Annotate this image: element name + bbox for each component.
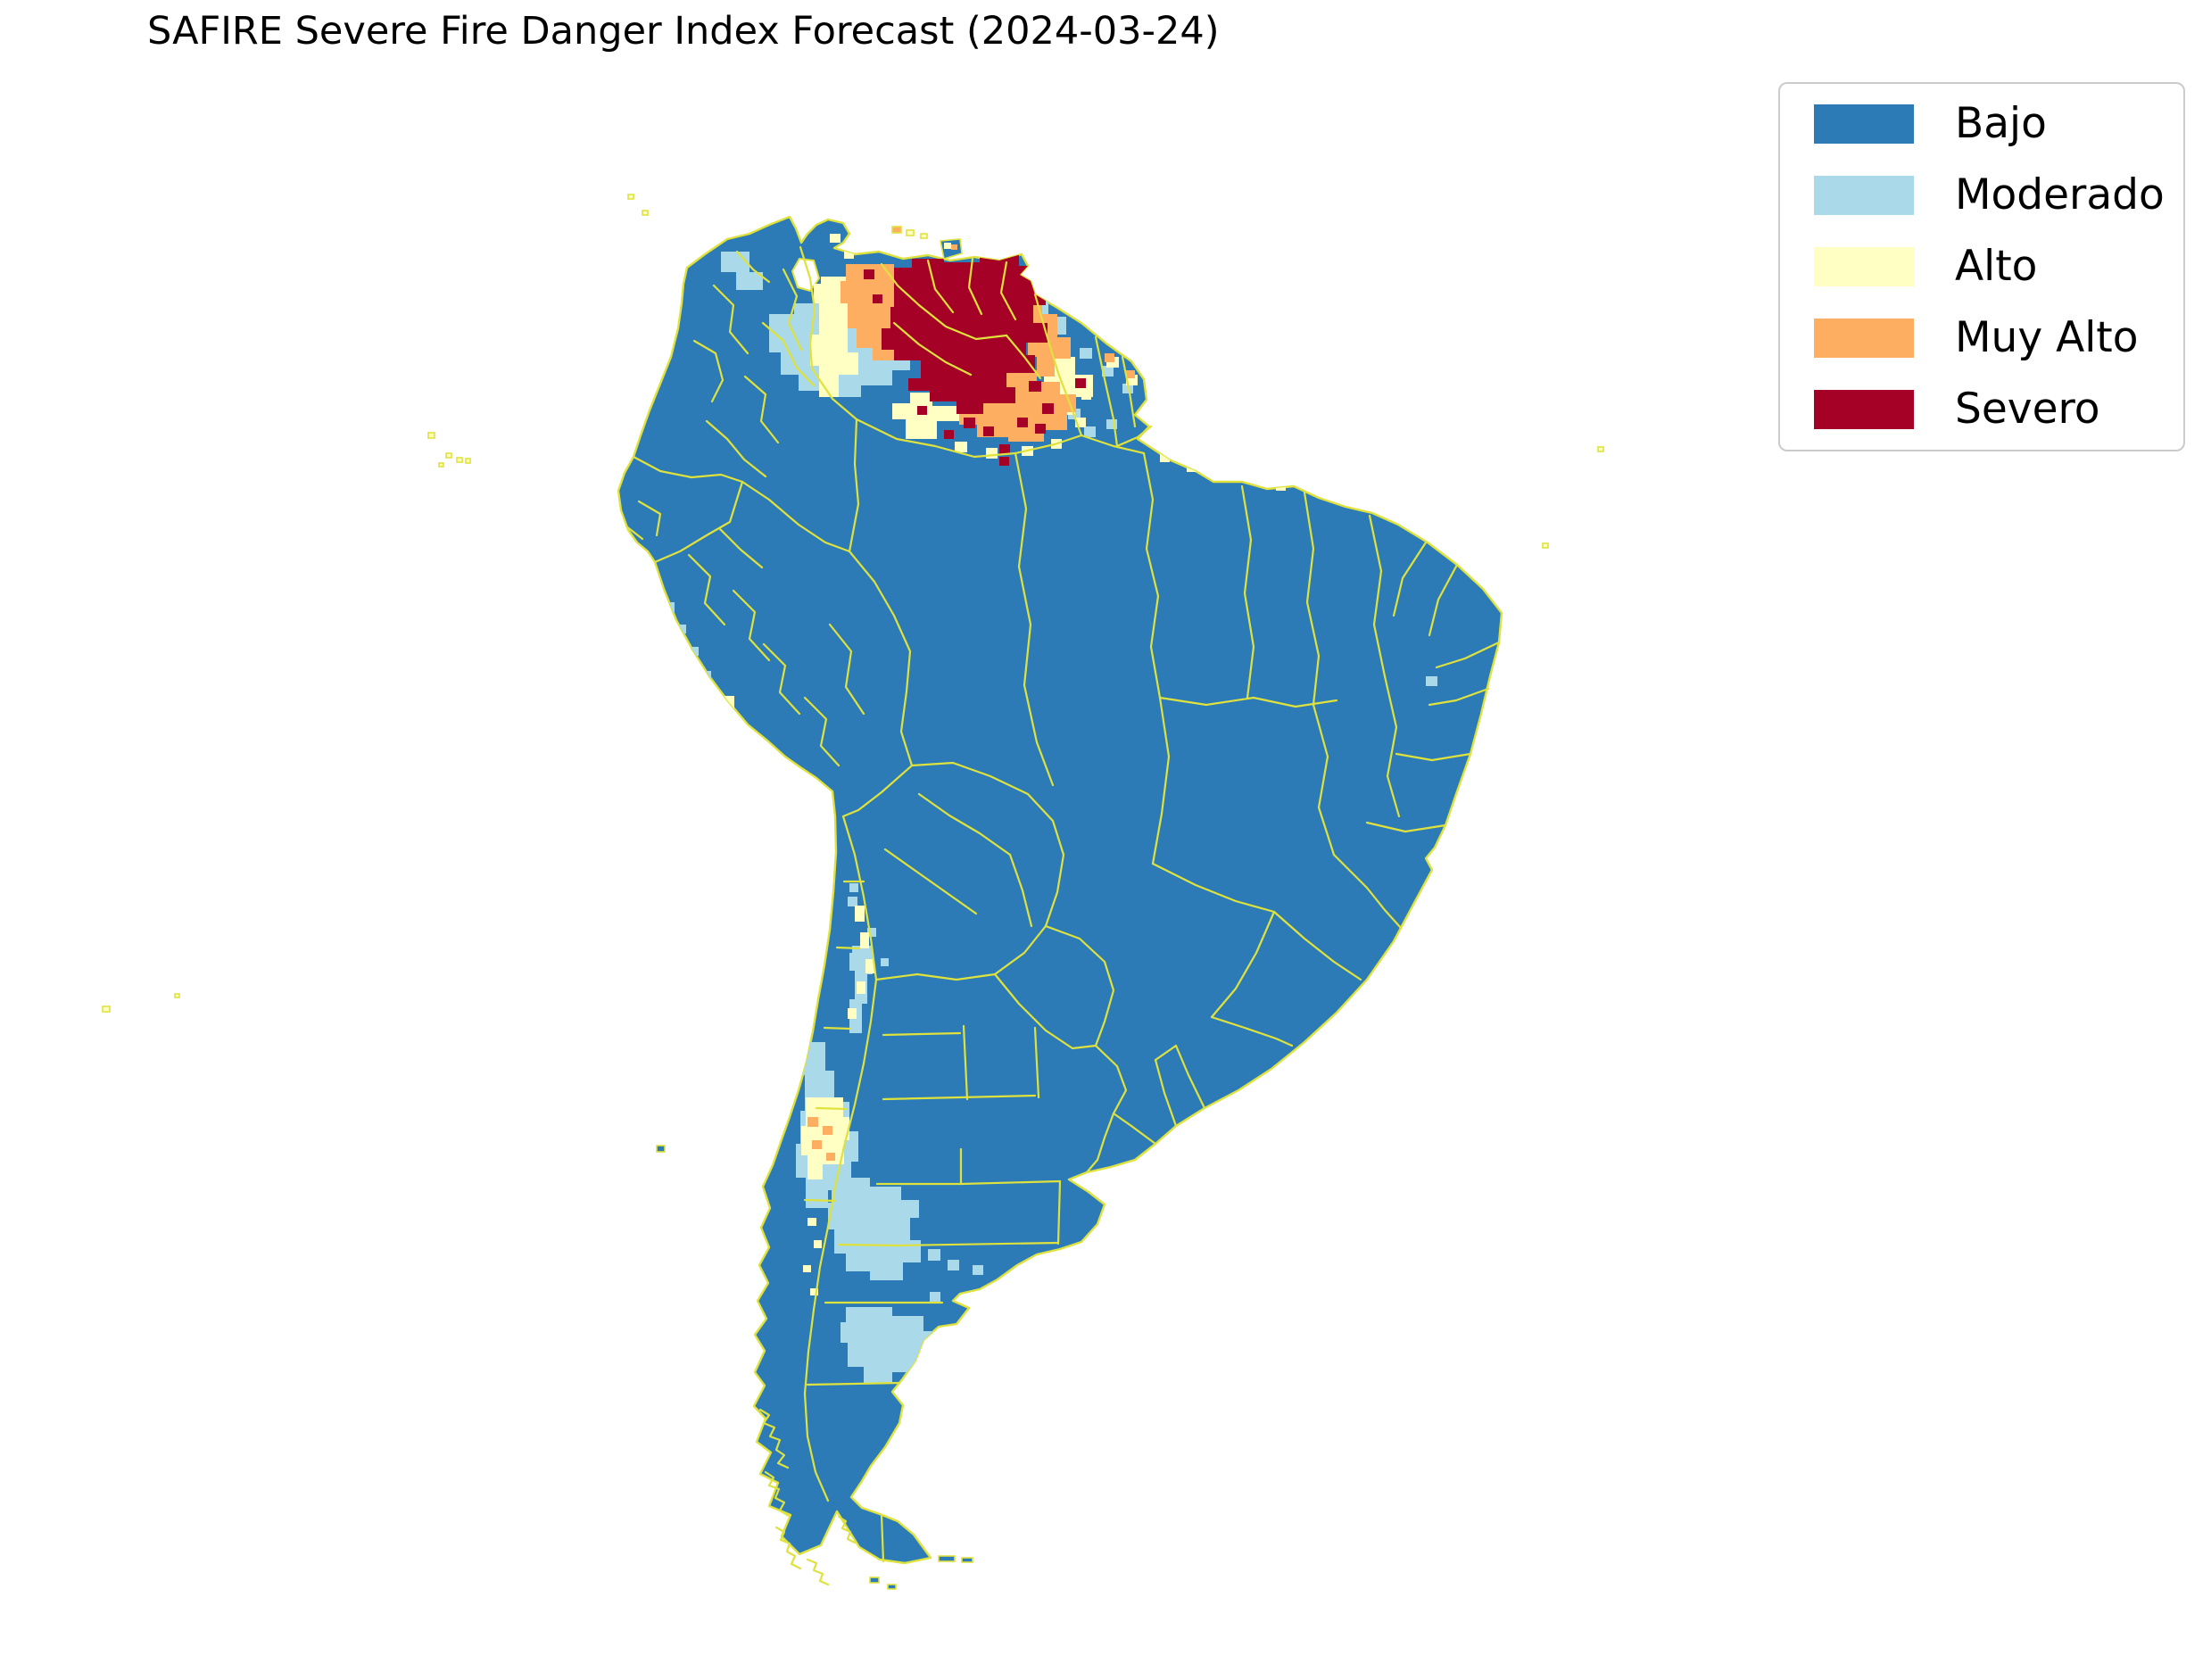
legend-label-severo: Severo <box>1955 385 2100 434</box>
legend: Bajo Moderado Alto Muy Alto Severo <box>1778 82 2185 451</box>
legend-swatch-severo <box>1814 389 1914 429</box>
admin-boundaries-layer <box>625 245 1501 1586</box>
figure-title: SAFIRE Severe Fire Danger Index Forecast… <box>147 9 1220 54</box>
legend-row-severo: Severo <box>1814 388 2165 430</box>
legend-label-alto: Alto <box>1955 242 2038 291</box>
legend-label-muy-alto: Muy Alto <box>1955 313 2139 362</box>
islands-layer <box>102 194 1604 1590</box>
legend-swatch-moderado <box>1814 175 1914 215</box>
legend-swatch-muy-alto <box>1814 318 1914 358</box>
legend-label-moderado: Moderado <box>1955 170 2165 219</box>
islands-galapagos <box>427 432 435 439</box>
legend-label-bajo: Bajo <box>1955 99 2047 148</box>
legend-swatch-bajo <box>1814 103 1914 144</box>
island-juan-fernandez <box>656 1145 666 1153</box>
lake-maracaibo <box>791 257 821 293</box>
legend-row-alto: Alto <box>1814 245 2165 287</box>
legend-swatch-alto <box>1814 246 1914 286</box>
island-margarita <box>891 226 902 234</box>
legend-row-bajo: Bajo <box>1814 103 2165 145</box>
legend-row-muy-alto: Muy Alto <box>1814 317 2165 359</box>
legend-row-moderado: Moderado <box>1814 174 2165 216</box>
